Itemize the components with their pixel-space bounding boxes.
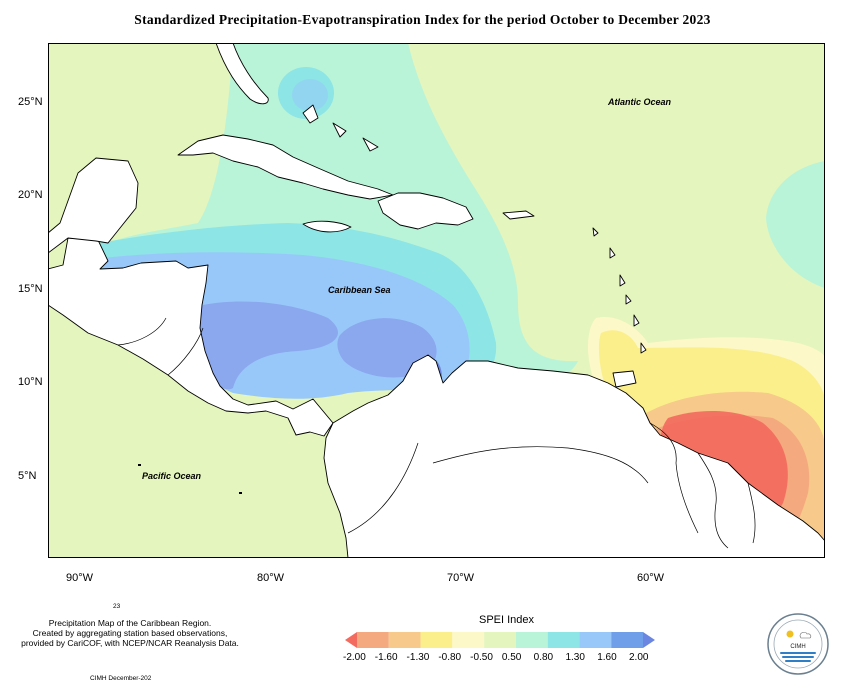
legend-tick-label: -1.60 bbox=[374, 652, 398, 663]
field-blob-bahamas-core bbox=[292, 79, 328, 111]
label-atlantic-ocean: Atlantic Ocean bbox=[607, 97, 672, 107]
land-bahamas-1 bbox=[302, 104, 319, 124]
land-florida bbox=[215, 43, 269, 105]
marker-2 bbox=[239, 492, 242, 494]
land-south-america bbox=[323, 354, 825, 558]
note-line-3: provided by CariCOF, with NCEP/NCAR Rean… bbox=[21, 638, 239, 648]
field-blob-cyan-east bbox=[766, 161, 825, 288]
land-yucatan bbox=[48, 157, 139, 254]
lon-label-70: 70°W bbox=[447, 572, 475, 584]
note-line-1: Precipitation Map of the Caribbean Regio… bbox=[48, 618, 212, 628]
legend-cell bbox=[643, 632, 655, 648]
land-jamaica bbox=[302, 220, 352, 233]
note-line-2: Created by aggregating station based obs… bbox=[32, 628, 228, 638]
country-borders bbox=[117, 317, 756, 549]
legend-cell bbox=[484, 632, 516, 648]
legend-cell bbox=[515, 632, 548, 648]
field-band-blue bbox=[200, 301, 338, 390]
land-lesser-antilles-1 bbox=[592, 227, 599, 237]
land-masses bbox=[48, 43, 825, 558]
legend-cell bbox=[547, 632, 580, 648]
map-title: Standardized Precipitation-Evapotranspir… bbox=[134, 12, 711, 27]
land-lesser-antilles-2 bbox=[609, 247, 616, 259]
land-hispaniola bbox=[377, 192, 474, 230]
spei-map: Atlantic Ocean Caribbean Sea Pacific Oce… bbox=[48, 43, 825, 558]
cimh-logo: CIMH bbox=[767, 613, 829, 675]
note-number: 23 bbox=[113, 603, 121, 610]
field-blob-blue-south bbox=[337, 318, 437, 378]
cloud-icon bbox=[799, 631, 812, 639]
lon-label-80: 80°W bbox=[257, 572, 285, 584]
marker-1 bbox=[138, 464, 141, 466]
land-cuba bbox=[177, 134, 394, 200]
lat-label-20: 20°N bbox=[18, 189, 43, 201]
legend-cell bbox=[357, 632, 389, 648]
label-pacific-ocean: Pacific Ocean bbox=[142, 471, 202, 481]
land-trinidad bbox=[612, 370, 637, 388]
legend-cell bbox=[579, 632, 612, 648]
map-frame bbox=[48, 43, 825, 558]
land-bahamas-3 bbox=[362, 137, 379, 152]
lat-label-15: 15°N bbox=[18, 283, 43, 295]
land-puerto-rico bbox=[502, 210, 535, 220]
legend-cell bbox=[611, 632, 643, 648]
legend-cell bbox=[345, 632, 357, 648]
land-central-america bbox=[48, 237, 334, 437]
legend-tick-label: -2.00 bbox=[343, 652, 366, 663]
legend-cell bbox=[420, 632, 453, 648]
lon-label-60: 60°W bbox=[637, 572, 665, 584]
sun-icon bbox=[786, 630, 794, 638]
legend-tick-label: -0.50 bbox=[470, 652, 493, 663]
legend-tick-label: 0.80 bbox=[533, 652, 554, 663]
land-lesser-antilles-5 bbox=[633, 314, 640, 327]
land-lesser-antilles-6 bbox=[640, 342, 647, 354]
land-lesser-antilles-4 bbox=[625, 294, 632, 305]
legend-title: SPEI Index bbox=[479, 614, 535, 626]
legend-tick-label: 0.50 bbox=[501, 652, 522, 663]
legend-tick-label: -0.80 bbox=[438, 652, 462, 663]
land-lesser-antilles-3 bbox=[619, 274, 626, 287]
legend-cell bbox=[452, 632, 485, 648]
label-caribbean-sea: Caribbean Sea bbox=[328, 285, 391, 295]
legend-tick-label: 1.60 bbox=[597, 652, 617, 663]
lat-label-10: 10°N bbox=[18, 376, 43, 388]
lat-label-5: 5°N bbox=[18, 470, 37, 482]
legend-cell bbox=[388, 632, 421, 648]
credit-text: CIMH December-202 bbox=[90, 675, 152, 682]
wave-icon bbox=[780, 652, 816, 662]
logo-text: CIMH bbox=[790, 644, 805, 650]
map-notes: Precipitation Map of the Caribbean Regio… bbox=[10, 618, 250, 648]
legend-tick-label: 2.00 bbox=[629, 652, 649, 663]
lat-label-25: 25°N bbox=[18, 96, 43, 108]
lon-label-90: 90°W bbox=[66, 572, 94, 584]
land-bahamas-2 bbox=[332, 122, 347, 138]
legend-tick-label: -1.30 bbox=[406, 652, 430, 663]
legend-colorbar bbox=[345, 632, 655, 648]
legend-tick-label: 1.30 bbox=[565, 652, 585, 663]
